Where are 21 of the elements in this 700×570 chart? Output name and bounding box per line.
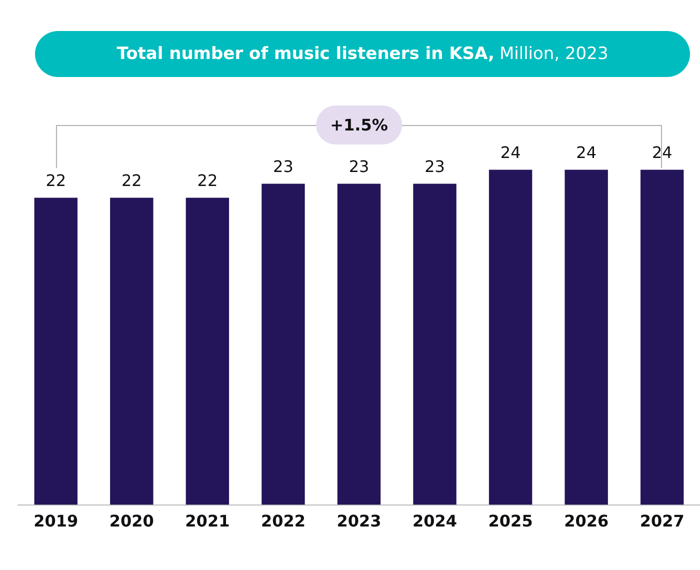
data-label: 23 [273,156,294,176]
data-label: 22 [46,170,66,190]
data-label: 23 [348,156,370,176]
x-tick-label: 2019 [34,512,78,531]
data-label: 24 [652,142,672,162]
data-label: 22 [121,170,142,190]
chart-title: Total number of music listeners in KSA, [116,44,494,64]
x-tick-label: 2020 [109,512,154,531]
data-label: 23 [424,156,445,176]
x-tick-label: 2025 [488,512,533,531]
data-label: 24 [576,142,597,162]
x-tick-label: 2024 [412,512,458,531]
x-tick-label: 2022 [260,512,306,531]
text: +1.5% [316,106,402,144]
data-label: 24 [500,142,521,162]
chart-subtitle: Million, 2023 [499,44,608,64]
data-label: 22 [197,170,218,190]
x-tick-label: 2021 [185,512,230,531]
x-tick-label: 2023 [336,512,382,531]
x-tick-label: 2026 [564,512,609,531]
x-tick-label: 2027 [640,512,684,531]
